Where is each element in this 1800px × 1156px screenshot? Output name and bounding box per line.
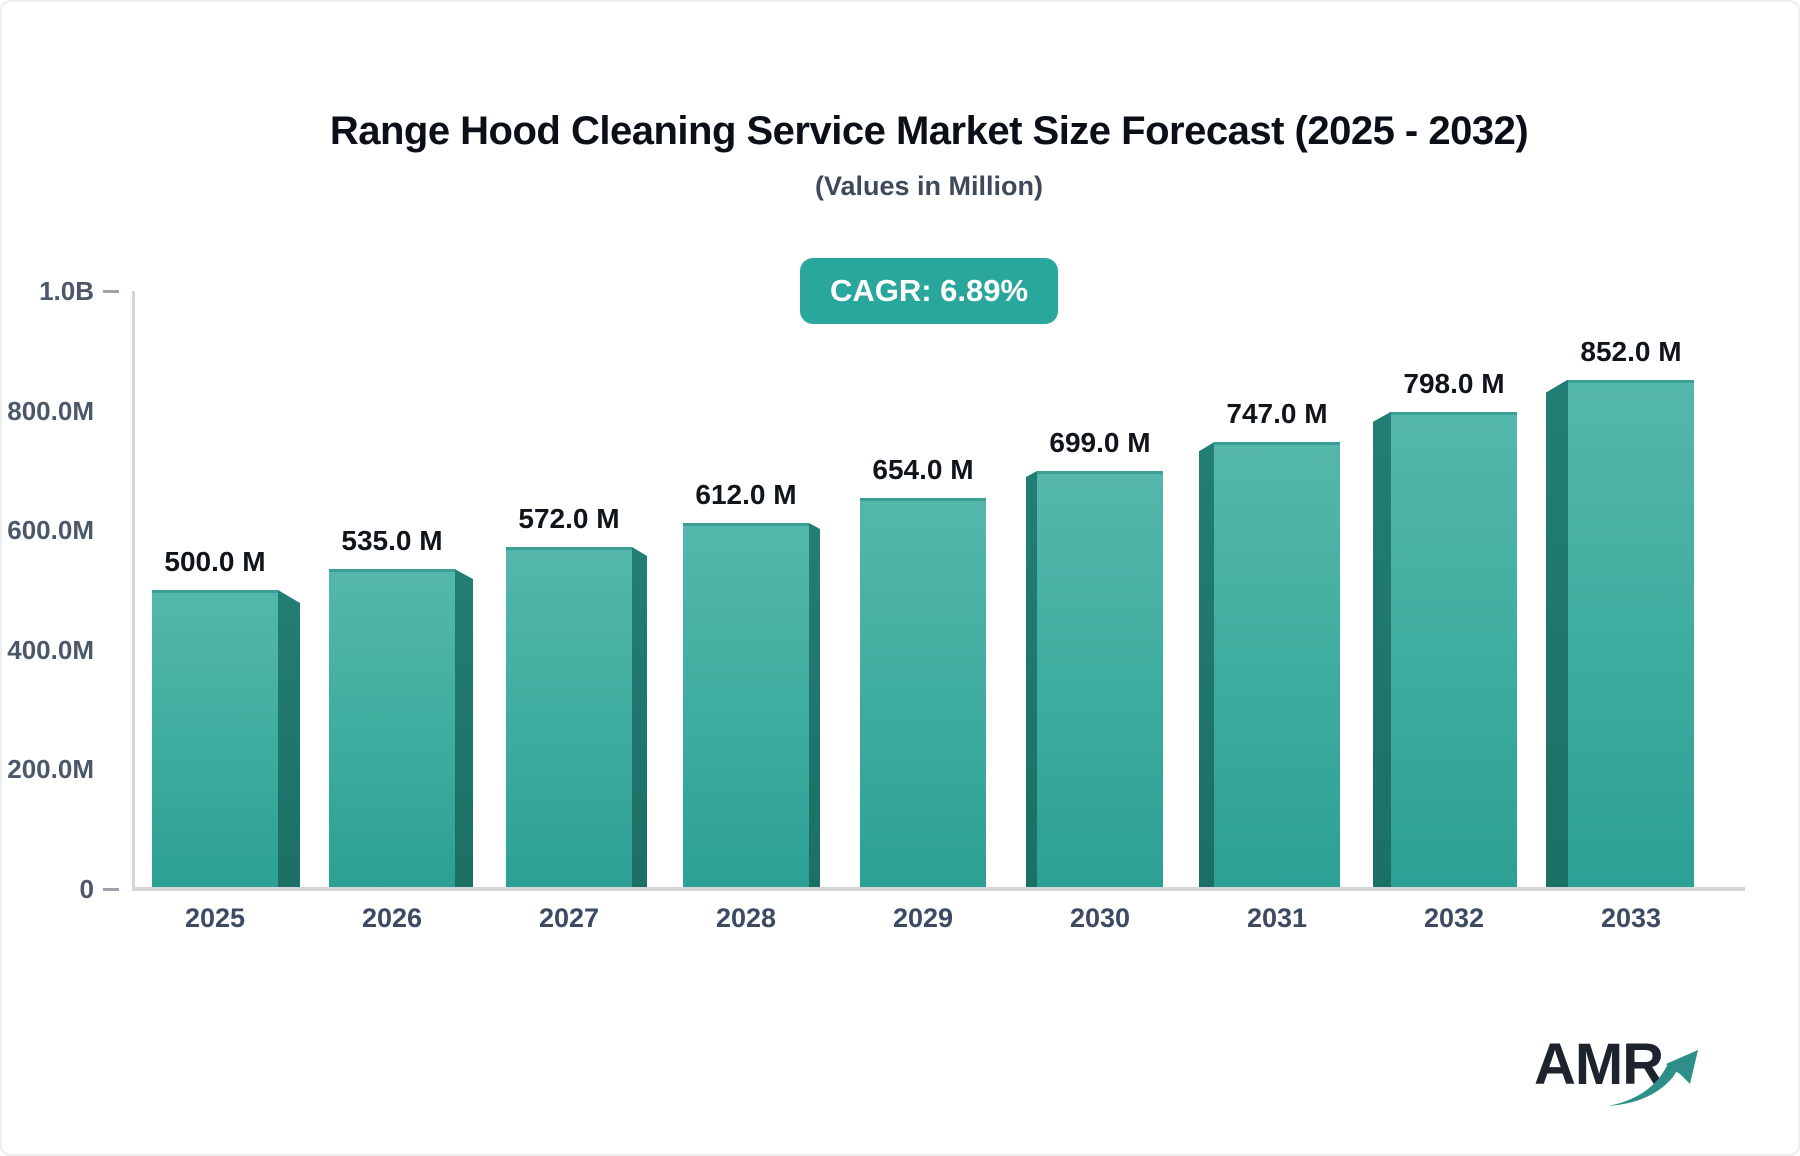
bar-value-label: 699.0 M	[1049, 426, 1151, 458]
bar-value-label: 654.0 M	[872, 453, 974, 485]
bar-value-label: 535.0 M	[341, 525, 443, 557]
bar-side-face	[1546, 379, 1568, 891]
x-axis-category-label: 2031	[1246, 903, 1308, 933]
x-axis-category-label: 2032	[1423, 903, 1485, 933]
bar-side-face	[455, 569, 473, 891]
y-axis-tick-label: 1.0B	[39, 276, 94, 306]
y-axis-tick-label: 0	[79, 874, 94, 904]
bar-value-label: 612.0 M	[695, 479, 797, 511]
chart-title: Range Hood Cleaning Service Market Size …	[329, 109, 1529, 153]
chart-header: Range Hood Cleaning Service Market Size …	[56, 107, 1798, 324]
chart-subtitle: (Values in Million)	[814, 171, 1044, 201]
x-axis-category-label: 2030	[1069, 903, 1131, 933]
y-axis-line	[132, 291, 135, 891]
bar	[329, 569, 455, 891]
amr-logo: AMR	[1534, 1036, 1714, 1116]
bar-value-label: 798.0 M	[1403, 367, 1505, 399]
y-axis-tick-dash	[103, 888, 119, 891]
cagr-badge: CAGR: 6.89%	[799, 258, 1059, 324]
bar-value-label: 500.0 M	[164, 546, 266, 577]
bar-side-face	[1199, 442, 1214, 891]
bar	[506, 546, 632, 891]
bar-side-face	[809, 523, 820, 891]
y-axis-tick-label: 800.0M	[7, 395, 94, 426]
x-axis-category-label: 2027	[538, 903, 600, 933]
y-axis-tick-label: 400.0M	[7, 634, 94, 665]
bar	[152, 590, 278, 891]
y-axis-tick-label: 200.0M	[7, 754, 94, 785]
bar-value-label: 572.0 M	[518, 502, 620, 534]
bar-side-face	[1373, 411, 1391, 891]
y-axis-tick-label: 600.0M	[7, 515, 94, 546]
growth-arrow-icon	[1608, 1050, 1698, 1106]
bar-value-label: 747.0 M	[1226, 398, 1328, 430]
bar	[860, 497, 986, 891]
bar-side-face	[632, 546, 647, 891]
bar-side-face	[278, 590, 300, 891]
x-axis-category-label: 2029	[892, 903, 954, 933]
x-axis-line	[132, 887, 1745, 891]
bar	[683, 523, 809, 891]
amr-logo-text: AMR	[1534, 1032, 1664, 1097]
x-axis-category-label: 2025	[184, 903, 246, 933]
bar	[1568, 379, 1694, 891]
bar	[1214, 442, 1340, 891]
x-axis-category-label: 2033	[1600, 903, 1662, 933]
x-axis-category-label: 2026	[361, 903, 423, 933]
x-axis-category-label: 2028	[715, 903, 777, 933]
bar-side-face	[1026, 470, 1037, 891]
y-axis-tick-dash	[103, 290, 119, 293]
bar-value-label: 852.0 M	[1580, 335, 1682, 367]
bar	[1037, 470, 1163, 891]
bar	[1391, 411, 1517, 891]
